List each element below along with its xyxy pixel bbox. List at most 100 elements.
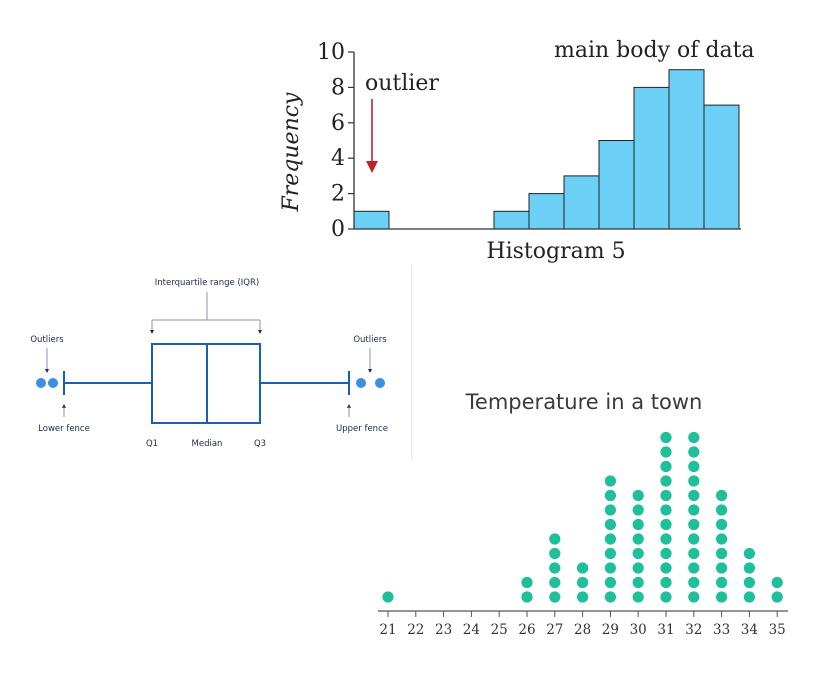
x-tick-label: 31 xyxy=(657,622,674,638)
outlier-dot xyxy=(48,378,58,388)
data-dot xyxy=(716,591,728,603)
x-tick-label: 33 xyxy=(713,622,730,638)
dotplot-chart: Temperature in a town 21 22 23 24 25 26 27 28 29… xyxy=(378,390,788,638)
histogram-bar xyxy=(353,210,390,230)
data-dot xyxy=(716,504,728,516)
x-tick-label: 24 xyxy=(463,622,480,638)
histogram-bar xyxy=(493,210,530,230)
data-dot xyxy=(632,489,644,502)
data-dot xyxy=(632,591,644,603)
x-tick-label: 21 xyxy=(379,622,396,638)
data-dot xyxy=(521,591,533,603)
y-tick-label: 6 xyxy=(331,111,345,136)
data-dot xyxy=(688,460,700,473)
data-dot xyxy=(604,562,616,574)
data-dot xyxy=(688,475,700,487)
iqr-label: Interquartile range (IQR) xyxy=(155,278,259,288)
data-dot xyxy=(632,533,644,545)
data-dot xyxy=(716,576,728,589)
x-tick-label: 28 xyxy=(574,622,591,638)
data-dot xyxy=(660,475,672,487)
data-dot xyxy=(743,547,755,560)
data-dot xyxy=(688,446,700,458)
histogram-bar xyxy=(703,104,740,230)
q1-label: Q1 xyxy=(146,439,158,449)
data-dot xyxy=(688,504,700,516)
x-tick-label: 25 xyxy=(491,622,508,638)
y-axis-label: Frequency xyxy=(279,92,304,213)
boxplot-panel: Interquartile range (IQR) Outliers Outli… xyxy=(0,265,420,465)
data-dot xyxy=(549,576,561,589)
boxplot-diagram: Interquartile range (IQR) Outliers Outli… xyxy=(30,278,388,449)
outlier-dot xyxy=(36,378,46,388)
data-dot xyxy=(660,547,672,560)
data-dot xyxy=(632,504,644,516)
data-dot xyxy=(716,562,728,574)
data-dot xyxy=(577,562,589,574)
data-dot xyxy=(660,562,672,574)
data-dot xyxy=(604,576,616,589)
data-dot xyxy=(604,591,616,603)
data-dot xyxy=(688,562,700,574)
outlier-arrowhead xyxy=(366,161,378,173)
outliers-left-label: Outliers xyxy=(30,335,64,345)
data-dot xyxy=(771,576,783,589)
annotation-main-body: main body of data xyxy=(554,38,755,63)
data-dot xyxy=(660,446,672,458)
data-dot xyxy=(688,489,700,502)
annotation-outlier: outlier xyxy=(365,71,439,96)
lower-fence-label: Lower fence xyxy=(38,424,90,434)
outlier-dot xyxy=(356,378,366,388)
iqr-arrowhead-right xyxy=(258,330,262,334)
upper-fence-label: Upper fence xyxy=(336,424,388,434)
outliers-right-label: Outliers xyxy=(353,335,387,345)
y-tick-label: 8 xyxy=(331,75,345,100)
data-dot xyxy=(716,518,728,531)
data-dot xyxy=(521,576,533,589)
x-tick-label: 32 xyxy=(685,622,702,638)
data-dot xyxy=(660,431,672,444)
x-tick-label: 27 xyxy=(546,622,563,638)
y-tick-label: 0 xyxy=(331,217,345,242)
upper-fence-pointer-head xyxy=(347,404,351,408)
data-dot xyxy=(716,547,728,560)
histogram-chart: Frequency 0 2 4 6 8 10 outlier main body of d… xyxy=(279,38,755,264)
data-dot xyxy=(660,576,672,589)
data-dot xyxy=(632,547,644,560)
lower-fence-pointer-head xyxy=(62,404,66,408)
data-dot xyxy=(632,576,644,589)
data-dot xyxy=(771,591,783,603)
data-dot xyxy=(743,562,755,574)
data-dot xyxy=(688,591,700,603)
data-dot xyxy=(604,504,616,516)
data-dot xyxy=(688,431,700,444)
boxplot-frame xyxy=(8,265,412,460)
histogram-bar xyxy=(668,69,705,230)
y-tick-label: 4 xyxy=(331,146,345,171)
data-dot xyxy=(688,576,700,589)
dotplot-panel: Temperature in a town 21 22 23 24 25 26 27 28 29… xyxy=(360,380,814,650)
data-dot xyxy=(382,591,394,603)
x-tick-label: 35 xyxy=(769,622,786,638)
outliers-right-pointer-head xyxy=(368,369,372,373)
data-dot xyxy=(549,547,561,560)
data-dot xyxy=(604,475,616,487)
data-dot xyxy=(688,547,700,560)
data-dot xyxy=(716,533,728,545)
x-tick-label: 23 xyxy=(435,622,452,638)
y-tick-label: 10 xyxy=(317,40,345,65)
data-dot xyxy=(660,460,672,473)
data-dot xyxy=(632,518,644,531)
data-dot xyxy=(577,576,589,589)
histogram-panel: Frequency 0 2 4 6 8 10 outlier main body of d… xyxy=(270,30,770,265)
data-dot xyxy=(549,591,561,603)
data-dot xyxy=(577,591,589,603)
median-label: Median xyxy=(192,439,223,449)
y-tick-label: 2 xyxy=(331,182,345,207)
dotplot-title: Temperature in a town xyxy=(465,390,703,414)
data-dot xyxy=(743,591,755,603)
histogram-bar xyxy=(598,140,635,230)
data-dot xyxy=(688,518,700,531)
outlier-dot xyxy=(375,378,385,388)
data-dot xyxy=(549,533,561,545)
